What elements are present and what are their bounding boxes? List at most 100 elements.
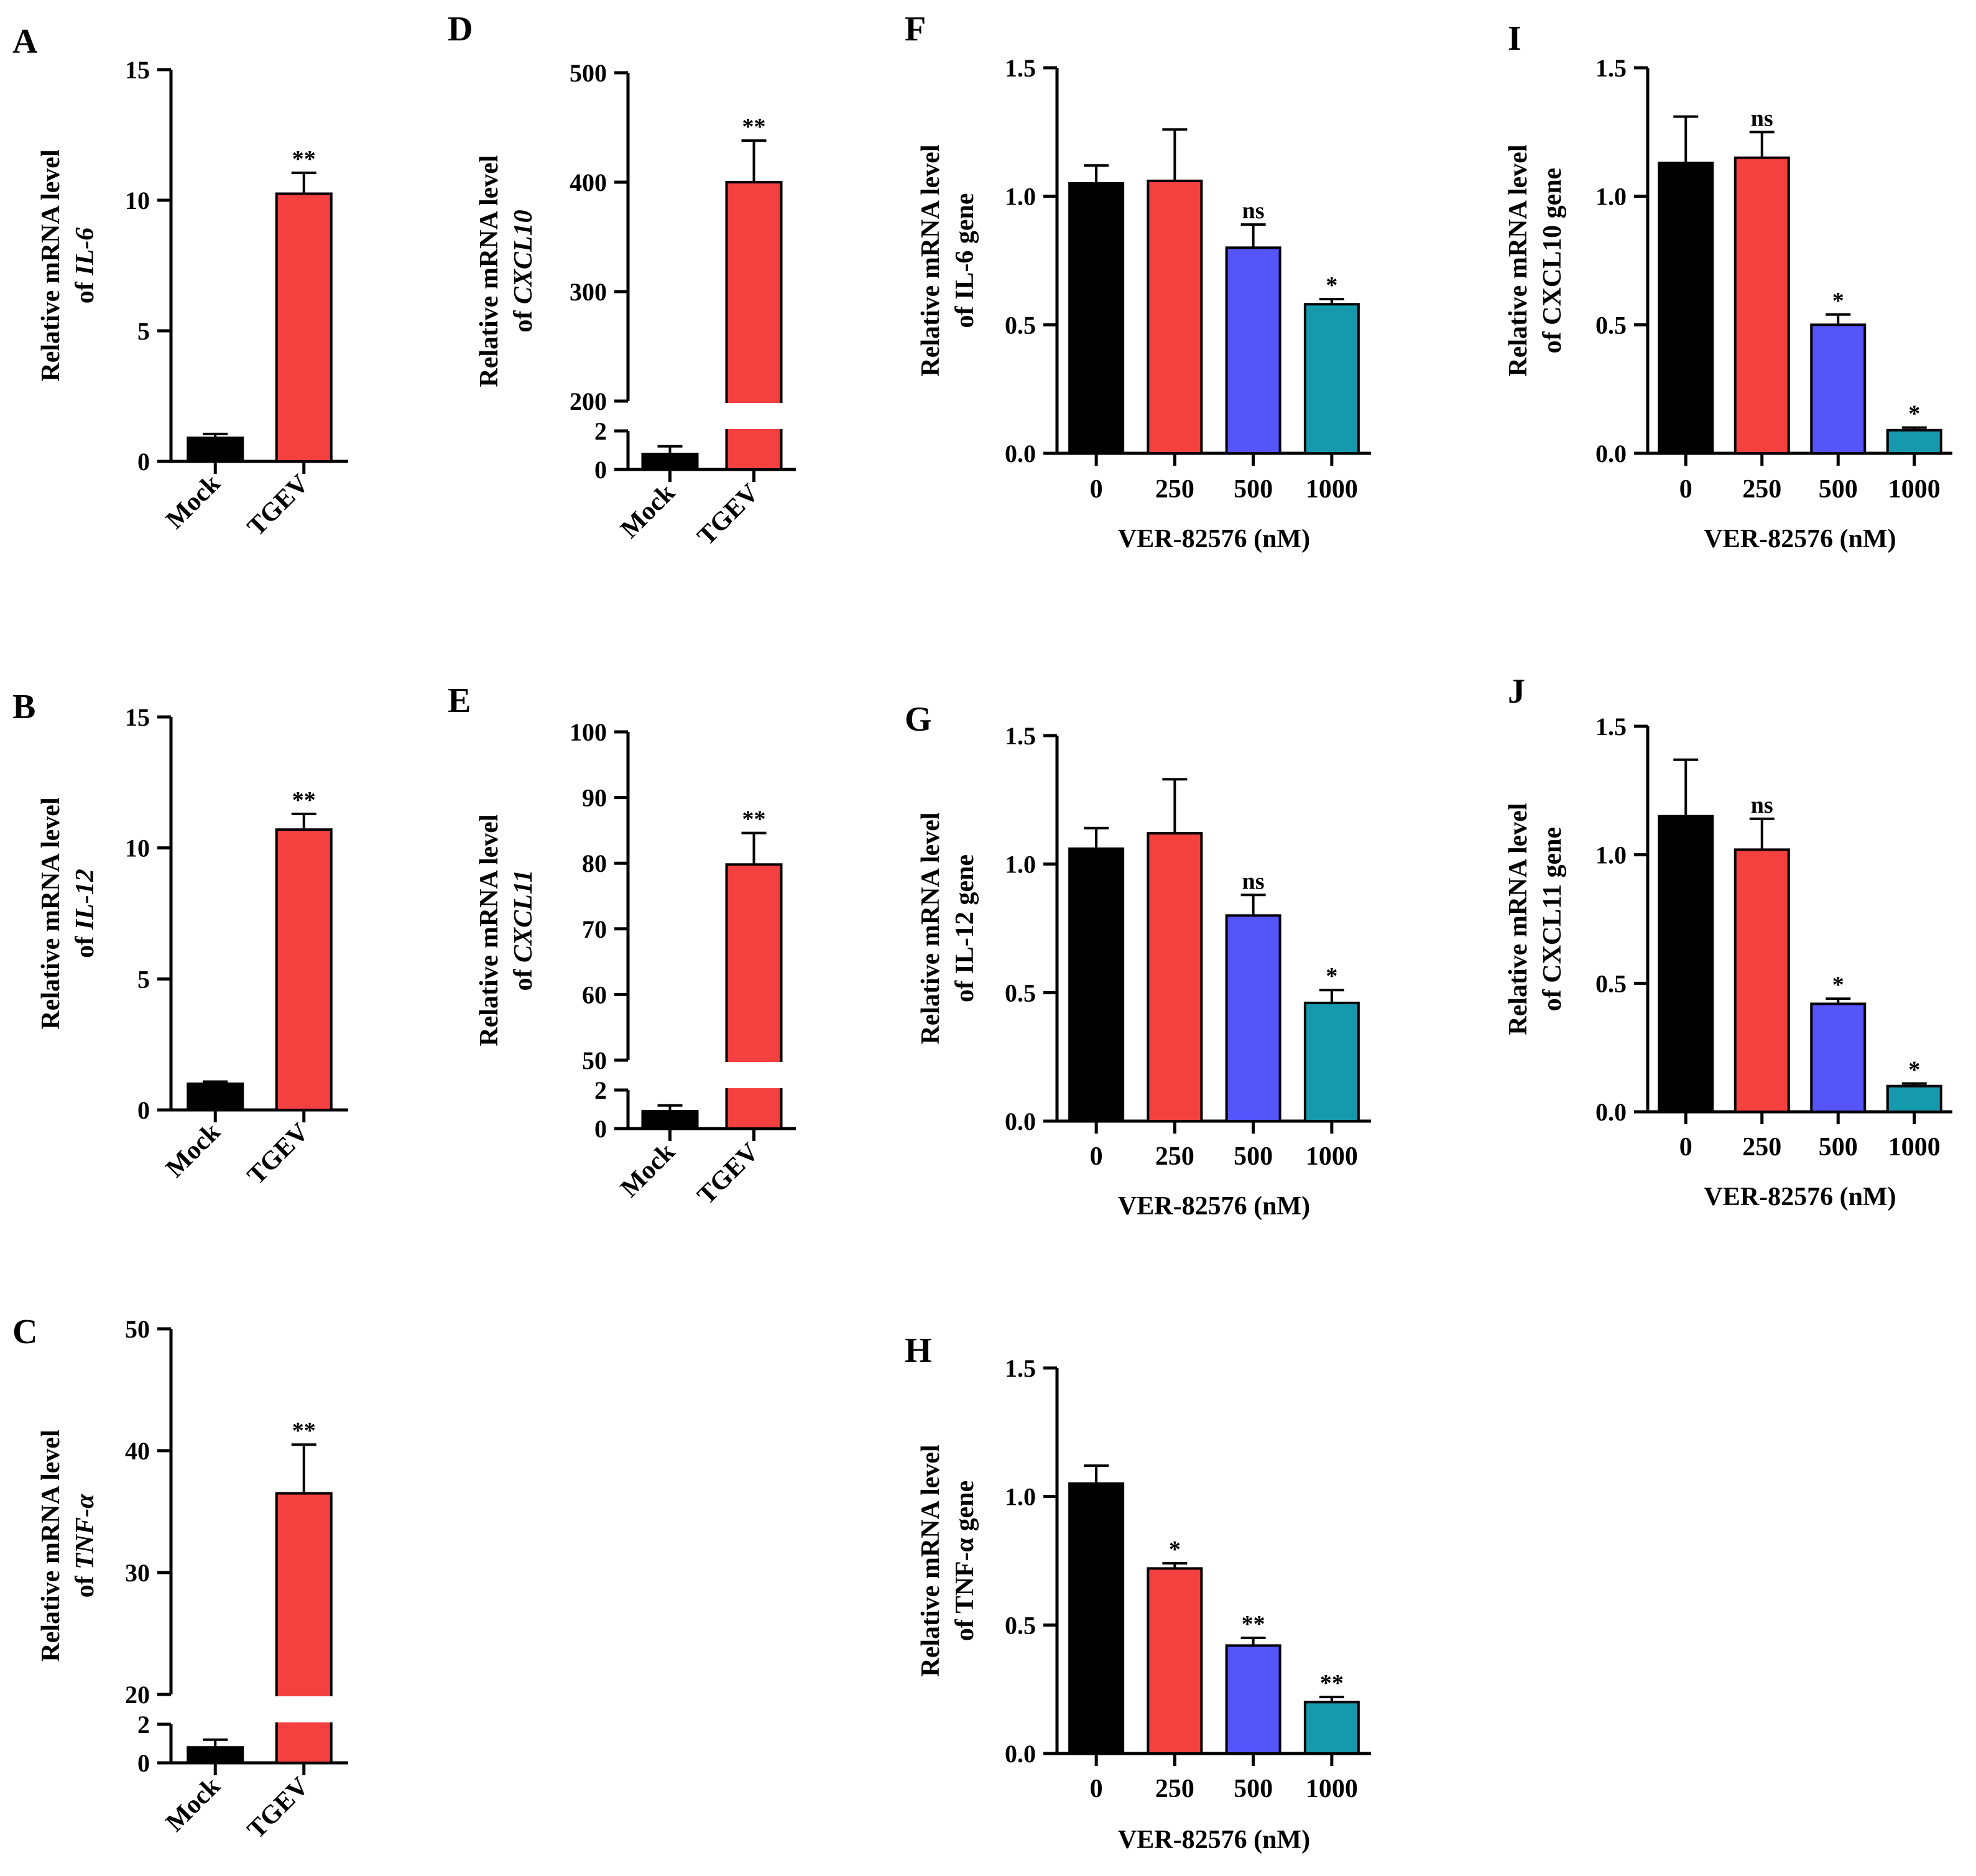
significance-label: **	[742, 806, 766, 833]
y-tick-label: 1.5	[1595, 54, 1627, 82]
x-category-label: 0	[1090, 1142, 1103, 1171]
y-tick-label: 300	[570, 278, 607, 306]
y-tick-label: 1.0	[1595, 841, 1627, 869]
bar-0	[1068, 847, 1125, 1123]
x-category-label: Mock	[160, 1772, 226, 1837]
bar-500	[1810, 323, 1867, 455]
y-axis-title-prefix: of	[1538, 325, 1567, 354]
x-category-label: 500	[1819, 1133, 1858, 1162]
bar-tgev	[725, 863, 783, 1130]
y-axis-title-suffix: gene	[951, 193, 979, 250]
y-tick-label: 0.5	[1005, 979, 1036, 1007]
y-tick-label: 90	[582, 784, 607, 812]
y-tick-label: 80	[582, 849, 607, 877]
bar-500	[1225, 914, 1281, 1123]
y-axis-title-line2: of CXCL11 gene	[1538, 827, 1567, 1011]
x-category-label: 500	[1234, 1142, 1273, 1171]
y-axis-title-prefix: of	[1538, 983, 1567, 1012]
y-axis-title-line1: Relative mRNA level	[37, 149, 65, 381]
y-tick-label: 2	[594, 417, 607, 445]
axis-break-gap	[630, 1062, 798, 1088]
y-axis-title-line1: Relative mRNA level	[916, 144, 945, 376]
bar-1000	[1303, 303, 1360, 455]
bar-0	[1658, 161, 1714, 455]
y-axis-title-line1: Relative mRNA level	[916, 812, 945, 1044]
x-category-label: 1000	[1306, 1142, 1358, 1171]
x-category-label: 500	[1234, 1775, 1273, 1803]
significance-label: **	[1242, 1611, 1265, 1637]
y-tick-label: 0	[137, 448, 150, 476]
y-tick-label: 0	[594, 1115, 607, 1143]
y-axis-title-line2: of CXCL10 gene	[1538, 168, 1567, 354]
y-axis-title-gene: CXCL11	[509, 870, 538, 963]
panel-letter: B	[12, 688, 35, 726]
y-tick-label: 1.0	[1595, 183, 1627, 211]
y-axis-title-line1: Relative mRNA level	[916, 1444, 945, 1676]
bar-0	[1658, 815, 1714, 1113]
axis-break-gap	[173, 1696, 351, 1722]
y-axis-title-line1: Relative mRNA level	[37, 797, 65, 1029]
x-category-label: Mock	[160, 1117, 226, 1183]
y-tick-label: 0	[137, 1749, 150, 1777]
bar-mock	[641, 453, 699, 471]
y-tick-label: 0	[594, 456, 607, 484]
significance-label: *	[1832, 288, 1844, 314]
y-axis-title-line2: of CXCL10	[509, 210, 538, 332]
y-axis-title-prefix: of	[509, 963, 538, 991]
y-tick-label: 20	[125, 1681, 150, 1709]
y-tick-label: 5	[137, 317, 150, 345]
significance-label: **	[742, 114, 766, 140]
bar-250	[1147, 1567, 1203, 1755]
bar-250	[1734, 156, 1790, 455]
bar-500	[1225, 246, 1281, 455]
bar-250	[1147, 179, 1203, 455]
x-category-label: 250	[1742, 475, 1781, 504]
y-axis-title-suffix: gene	[1538, 168, 1567, 225]
y-axis-title-line2: of TNF-α gene	[951, 1481, 979, 1641]
y-axis-title-prefix: of	[951, 1613, 979, 1641]
panel-c: C 0 220 30 40 50 Mock ** TGEV Relative mRNA level…	[12, 1313, 351, 1844]
x-category-label: 500	[1819, 475, 1858, 504]
panel-letter: D	[448, 10, 473, 49]
bar-mock	[187, 437, 244, 463]
y-axis-title-line1: Relative mRNA level	[1504, 144, 1533, 376]
panel-h: H 0.0 0.5 1.0 1.5 0 * 250 ** 500 ** 1000 VER-82576 (…	[905, 1331, 1371, 1854]
y-axis-title-gene: IL-6	[951, 251, 979, 300]
panel-letter: J	[1508, 672, 1525, 711]
x-category-label: 250	[1155, 1775, 1194, 1803]
significance-label: *	[1908, 1057, 1920, 1083]
y-axis-title-gene: TNF-α	[71, 1494, 99, 1569]
y-tick-label: 5	[137, 965, 150, 993]
y-tick-label: 100	[570, 718, 607, 746]
significance-label: *	[1832, 972, 1844, 998]
y-tick-label: 30	[125, 1559, 150, 1587]
y-tick-label: 0.0	[1005, 1107, 1036, 1135]
y-tick-label: 1.0	[1005, 183, 1036, 211]
bar-1000	[1303, 1001, 1360, 1123]
y-tick-label: 0.0	[1005, 440, 1036, 468]
significance-label: *	[1908, 401, 1920, 427]
bar-250	[1147, 832, 1203, 1122]
y-axis-title-line2: of IL-6	[71, 228, 99, 304]
x-axis-title: VER-82576 (nM)	[1704, 525, 1896, 553]
significance-label: *	[1326, 963, 1337, 989]
x-axis-title: VER-82576 (nM)	[1118, 1826, 1310, 1854]
y-axis-title-prefix: of	[951, 300, 979, 328]
y-tick-label: 15	[125, 703, 150, 731]
bar-1000	[1303, 1701, 1360, 1755]
y-tick-label: 15	[125, 56, 150, 84]
panel-letter: C	[12, 1313, 37, 1351]
x-category-label: TGEV	[242, 1772, 315, 1845]
y-tick-label: 0.5	[1595, 969, 1627, 997]
y-tick-label: 400	[570, 169, 607, 196]
y-axis-title-line2: of IL-12 gene	[951, 854, 979, 1002]
y-axis-title-prefix: of	[71, 275, 99, 304]
y-axis-title-prefix: of	[71, 1569, 99, 1598]
x-category-label: 1000	[1888, 475, 1941, 504]
y-axis-title-suffix: gene	[951, 854, 979, 912]
y-tick-label: 50	[125, 1315, 150, 1343]
y-tick-label: 0.0	[1005, 1740, 1036, 1768]
y-tick-label: 2	[594, 1076, 607, 1104]
